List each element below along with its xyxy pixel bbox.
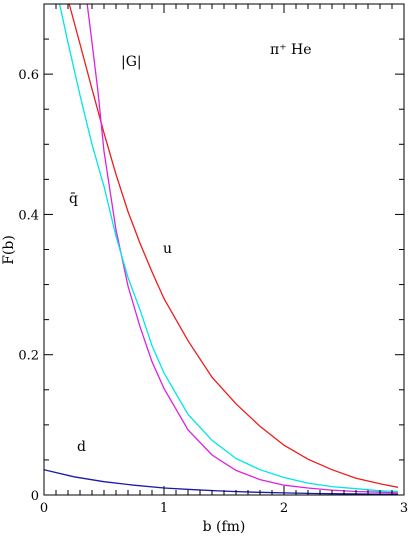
y-tick-label: 0.2: [18, 349, 39, 364]
y-axis-label: F(b): [1, 235, 17, 265]
x-axis-label: b (fm): [203, 519, 246, 535]
x-tick-label: 3: [400, 501, 408, 516]
series-G-line: [86, 4, 399, 494]
y-tick-label: 0.4: [18, 208, 39, 223]
d-series-label: d: [77, 439, 86, 455]
G-series-label: |G|: [121, 54, 142, 70]
y-tick-label: 0: [31, 489, 39, 504]
y-tick-label: 0.6: [18, 68, 39, 83]
x-tick-label: 0: [40, 501, 48, 516]
plot-frame: [43, 3, 405, 496]
u-series-label: u: [163, 241, 172, 257]
labels-layer: 0 1 2 3 0 0.2 0.4 0.6: [18, 68, 408, 516]
process-label: π⁺ He: [270, 42, 312, 58]
qbar-series-label: q̄: [69, 191, 78, 207]
series-u-line: [68, 4, 399, 488]
x-tick-label: 2: [280, 501, 288, 516]
series-qbar-line: [58, 4, 399, 493]
ticks-layer: [43, 3, 405, 496]
x-tick-label: 1: [160, 501, 168, 516]
curves-layer: [44, 4, 399, 495]
